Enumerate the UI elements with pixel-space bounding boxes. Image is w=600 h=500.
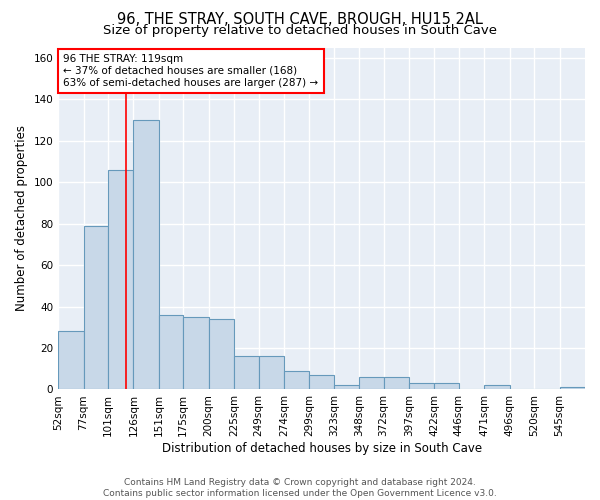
Bar [83,226,108,390]
Text: Size of property relative to detached houses in South Cave: Size of property relative to detached ho… [103,24,497,37]
Text: 96, THE STRAY, SOUTH CAVE, BROUGH, HU15 2AL: 96, THE STRAY, SOUTH CAVE, BROUGH, HU15 … [117,12,483,28]
Bar [108,170,133,390]
Bar [560,388,585,390]
Bar [409,383,434,390]
Bar [310,375,334,390]
Bar [484,386,510,390]
Bar [334,386,359,390]
Bar [209,319,234,390]
Bar [159,315,183,390]
Bar [234,356,259,390]
Bar [434,383,459,390]
Bar [383,377,409,390]
Bar [284,371,310,390]
Bar [58,332,83,390]
Text: 96 THE STRAY: 119sqm
← 37% of detached houses are smaller (168)
63% of semi-deta: 96 THE STRAY: 119sqm ← 37% of detached h… [64,54,319,88]
Bar [133,120,159,390]
Bar [183,317,209,390]
Bar [259,356,284,390]
Text: Contains HM Land Registry data © Crown copyright and database right 2024.
Contai: Contains HM Land Registry data © Crown c… [103,478,497,498]
X-axis label: Distribution of detached houses by size in South Cave: Distribution of detached houses by size … [161,442,482,455]
Bar [359,377,383,390]
Y-axis label: Number of detached properties: Number of detached properties [15,126,28,312]
